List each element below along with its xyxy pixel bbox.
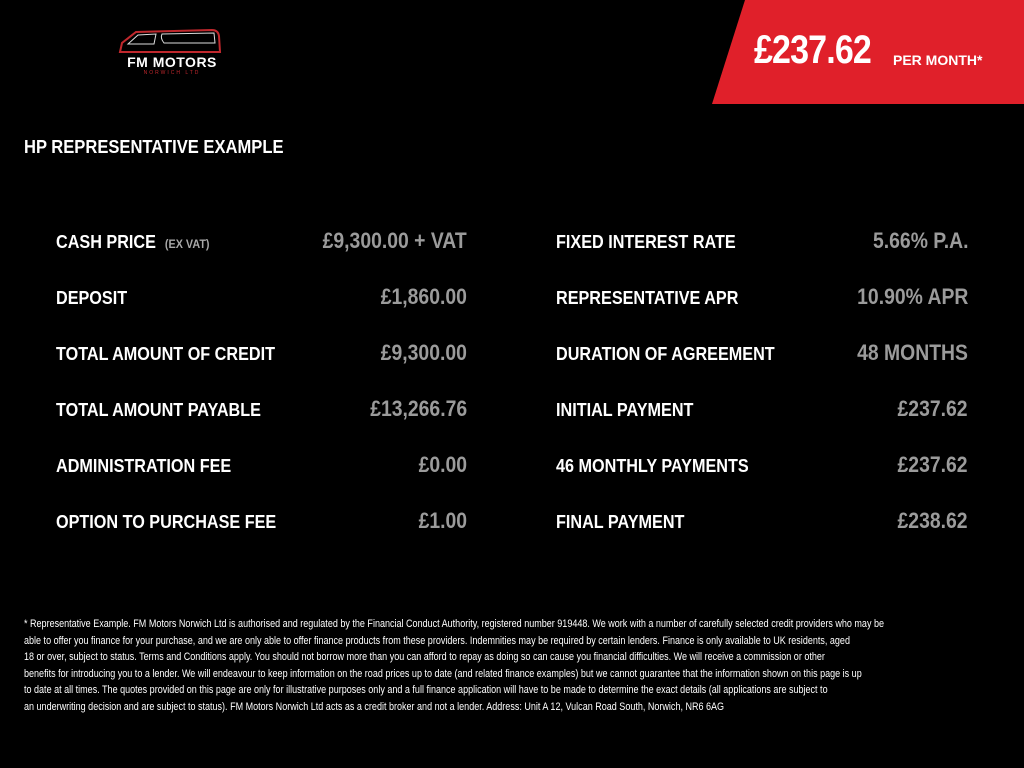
- row-value: £237.62: [898, 396, 968, 421]
- row-label: DURATION OF AGREEMENT: [556, 344, 775, 364]
- row-label: REPRESENTATIVE APR: [556, 288, 739, 308]
- row-value: £238.62: [898, 508, 968, 533]
- row-initial-payment: INITIAL PAYMENT £237.62: [556, 396, 968, 430]
- row-value: £0.00: [418, 452, 467, 477]
- row-value: 5.66% P.A.: [872, 228, 968, 253]
- row-value: 10.90% APR: [856, 284, 968, 309]
- row-admin-fee: ADMINISTRATION FEE £0.00: [56, 452, 467, 486]
- disclaimer-line: able to offer you finance for your purch…: [24, 634, 850, 647]
- disclaimer-line: benefits for introducing you to a lender…: [24, 667, 862, 680]
- disclaimer-line: to date at all times. The quotes provide…: [24, 684, 828, 696]
- disclaimer: * Representative Example. FM Motors Norw…: [24, 616, 1004, 715]
- row-value: £1,860.00: [380, 284, 467, 309]
- logo-name: FM MOTORS: [127, 54, 217, 70]
- disclaimer-line: an underwriting decision and are subject…: [24, 700, 725, 713]
- row-label: DEPOSIT: [56, 288, 128, 308]
- row-value: £9,300.00 + VAT: [322, 228, 467, 253]
- row-cash-price: CASH PRICE (EX VAT) £9,300.00 + VAT: [56, 228, 467, 262]
- row-label: 46 MONTHLY PAYMENTS: [556, 456, 749, 476]
- row-label: OPTION TO PURCHASE FEE: [56, 512, 277, 532]
- disclaimer-line: * Representative Example. FM Motors Norw…: [24, 618, 885, 630]
- row-label: TOTAL AMOUNT PAYABLE: [56, 400, 261, 420]
- row-value: £13,266.76: [370, 396, 467, 421]
- van-icon: [118, 28, 222, 53]
- per-month-label: PER MONTH*: [893, 52, 983, 68]
- row-interest-rate: FIXED INTEREST RATE 5.66% P.A.: [556, 228, 968, 262]
- row-total-credit: TOTAL AMOUNT OF CREDIT £9,300.00: [56, 340, 467, 374]
- row-total-payable: TOTAL AMOUNT PAYABLE £13,266.76: [56, 396, 467, 430]
- monthly-price: £237.62: [754, 28, 872, 72]
- row-label: TOTAL AMOUNT OF CREDIT: [56, 344, 275, 364]
- label-text: CASH PRICE: [56, 232, 156, 252]
- disclaimer-line: 18 or over, subject to status. Terms and…: [24, 651, 825, 663]
- row-label: FIXED INTEREST RATE: [556, 232, 736, 252]
- row-apr: REPRESENTATIVE APR 10.90% APR: [556, 284, 968, 318]
- row-value: £237.62: [898, 452, 968, 477]
- row-label: FINAL PAYMENT: [556, 512, 685, 532]
- row-label: INITIAL PAYMENT: [556, 400, 694, 420]
- row-monthly-payments: 46 MONTHLY PAYMENTS £237.62: [556, 452, 968, 486]
- row-value: £1.00: [418, 508, 467, 533]
- monthly-price-banner: [712, 0, 1024, 104]
- row-value: £9,300.00: [380, 340, 467, 365]
- row-label: CASH PRICE (EX VAT): [56, 232, 210, 253]
- row-label: ADMINISTRATION FEE: [56, 456, 232, 476]
- page-title: HP REPRESENTATIVE EXAMPLE: [24, 137, 284, 157]
- row-final-payment: FINAL PAYMENT £238.62: [556, 508, 968, 542]
- row-deposit: DEPOSIT £1,860.00: [56, 284, 467, 318]
- logo-subtitle: NORWICH LTD: [143, 70, 201, 76]
- fm-motors-logo: FM MOTORS NORWICH LTD: [112, 26, 232, 78]
- row-duration: DURATION OF AGREEMENT 48 MONTHS: [556, 340, 968, 374]
- ex-vat-note: (EX VAT): [164, 237, 210, 251]
- row-option-fee: OPTION TO PURCHASE FEE £1.00: [56, 508, 467, 542]
- row-value: 48 MONTHS: [857, 340, 968, 365]
